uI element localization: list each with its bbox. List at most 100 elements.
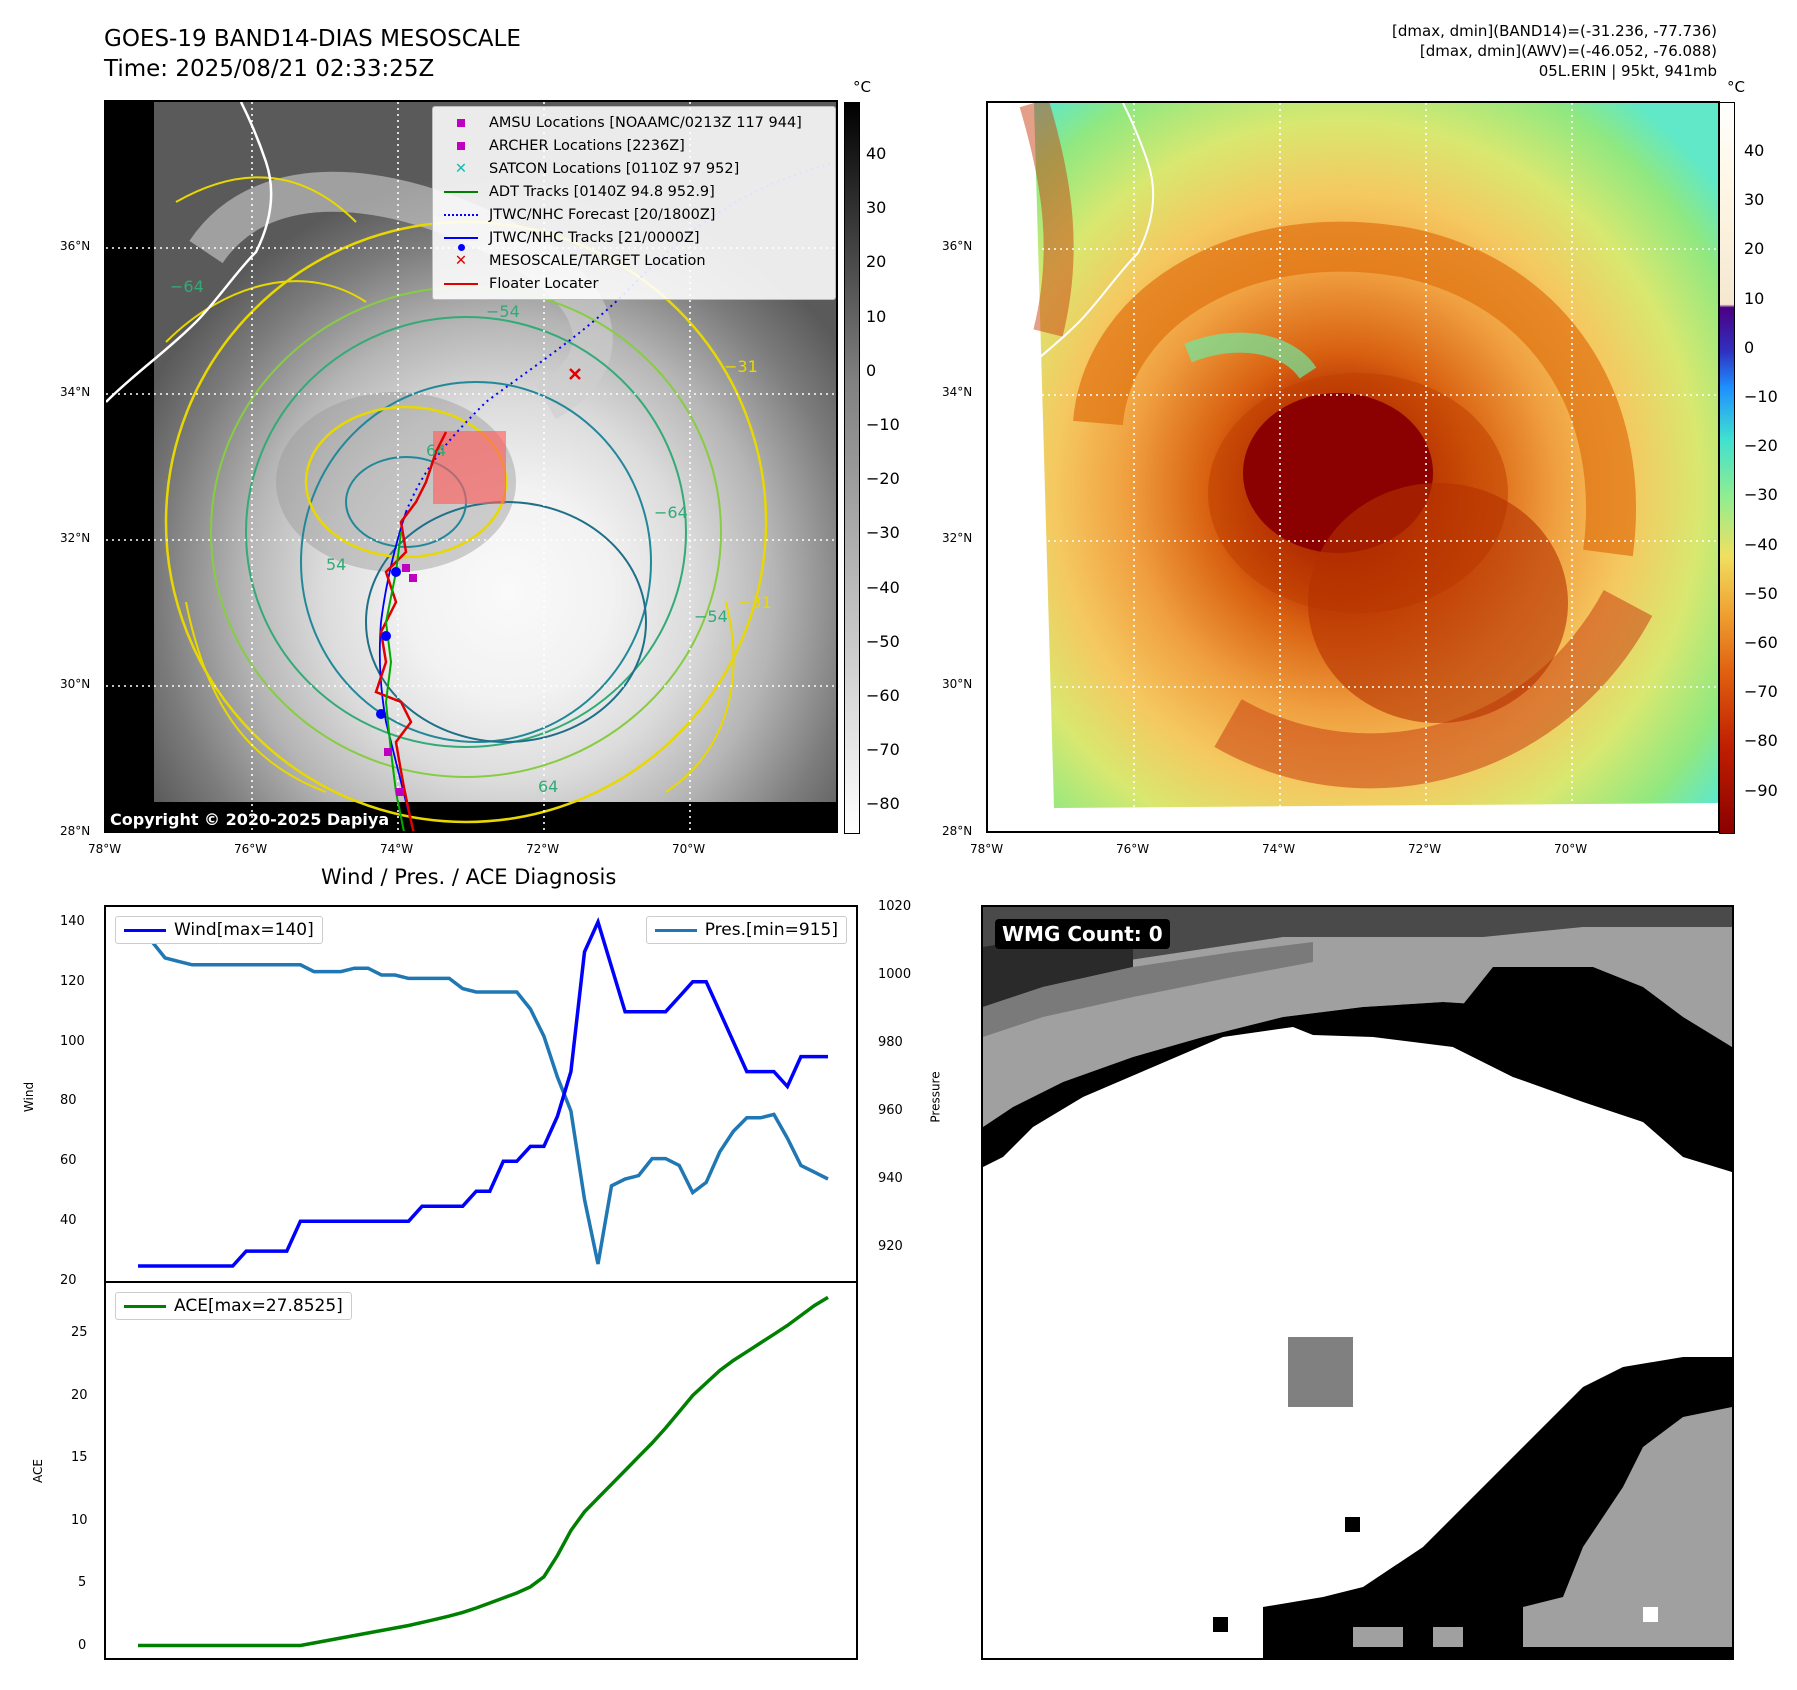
wind-tick-label: 80 (60, 1093, 77, 1109)
colorbar-left-tick: −80 (866, 794, 900, 814)
colorbar-right-tick: −30 (1744, 485, 1778, 505)
map-left-lat-label: 36°N (60, 239, 91, 253)
ace-chart (138, 1295, 829, 1648)
legend-adt: ADT Tracks [0140Z 94.8 952.9] (441, 180, 827, 203)
map-right-lat-label: 30°N (942, 677, 973, 691)
info-storm: 05L.ERIN | 95kt, 941mb (1538, 62, 1717, 80)
colorbar-right-tick: 20 (1744, 239, 1765, 259)
legend-floater: Floater Locater (441, 272, 827, 295)
contour-label: 64 (538, 777, 558, 796)
map-left-lon-label: 70°W (672, 842, 706, 856)
wind-axis-label: Wind (22, 1081, 37, 1113)
x-marker-icon: ✕ (454, 252, 468, 269)
copyright-label: Copyright © 2020-2025 Dapiya (110, 810, 390, 829)
wind-tick-label: 120 (60, 973, 85, 989)
colorbar-left-tick: −10 (866, 415, 900, 434)
colorbar-right (1719, 102, 1735, 834)
contour-label: −54 (694, 607, 728, 626)
colorbar-right-tick: −90 (1744, 780, 1778, 800)
pres-tick-label: 1020 (878, 899, 912, 914)
legend-forecast: JTWC/NHC Forecast [20/1800Z] (441, 203, 827, 226)
wmg-count-badge: WMG Count: 0 (995, 919, 1170, 949)
info-awv: [dmax, dmin](AWV)=(-46.052, -76.088) (1419, 42, 1717, 60)
wind-tick-label: 20 (60, 1273, 77, 1288)
wind-series-line (138, 917, 828, 1268)
map-left-lon-label: 72°W (526, 842, 560, 856)
line-marker-icon (441, 282, 481, 285)
legend-satcon: ✕ SATCON Locations [0110Z 97 952] (441, 157, 827, 180)
contour-label: 64 (426, 441, 446, 460)
contour-label: −64 (170, 277, 204, 296)
wind-legend: Wind[max=140] (115, 916, 323, 944)
ace-legend: ACE[max=27.8525] (115, 1292, 352, 1320)
main-timestamp: Time: 2025/08/21 02:33:25Z (104, 56, 435, 82)
colorbar-left-tick: 30 (866, 198, 887, 218)
colorbar-left-tick: 40 (866, 144, 887, 163)
ace-tick-label: 10 (71, 1512, 88, 1528)
colorbar-left-tick: 10 (866, 306, 887, 326)
colorbar-right-tick: −50 (1744, 583, 1778, 603)
colorbar-right-tick: −60 (1744, 633, 1778, 652)
map-left-lon-label: 78°W (88, 842, 122, 856)
map-right-lat-label: 34°N (942, 385, 973, 399)
map-right-lat-label: 28°N (942, 824, 973, 838)
colorbar-right-tick: −70 (1744, 682, 1778, 702)
dotted-line-icon (441, 213, 481, 216)
square-marker-icon (441, 141, 481, 150)
colorbar-left-tick: −20 (866, 469, 900, 489)
colorbar-right-tick: 10 (1744, 288, 1765, 308)
map-left-lat-label: 28°N (60, 824, 91, 838)
map-left-lat-label: 30°N (60, 677, 91, 691)
legend-tracks: JTWC/NHC Tracks [21/0000Z] (441, 226, 827, 251)
ace-series-line (138, 1295, 829, 1648)
colorbar-left-tick: −70 (866, 740, 900, 760)
colorbar-right-tick: 0 (1744, 337, 1755, 357)
contour-label: −54 (486, 302, 520, 321)
pres-tick-label: 960 (878, 1103, 903, 1118)
awv-map-image (988, 103, 1718, 831)
square-marker-icon (441, 118, 481, 127)
legend-amsu: AMSU Locations [NOAAMC/0213Z 117 944] (441, 111, 827, 134)
colorbar-right-tick: −10 (1744, 387, 1778, 406)
ace-axis-label: ACE (30, 1459, 45, 1483)
pres-tick-label: 980 (878, 1035, 903, 1050)
awv-map (986, 101, 1720, 833)
colorbar-left (844, 102, 860, 834)
band14-map: −54 −31 64 −64 −54 −31 54 −64 64 Copyrig… (104, 100, 838, 833)
map-right-lon-label: 74°W (1262, 842, 1296, 856)
pres-tick-label: 920 (878, 1239, 903, 1254)
wind-tick-label: 40 (60, 1213, 77, 1229)
colorbar-right-tick: −40 (1744, 534, 1778, 554)
pres-line-icon (654, 928, 697, 932)
wind-tick-label: 140 (60, 913, 85, 929)
dot-line-icon (441, 236, 481, 251)
map-right-lon-label: 78°W (970, 842, 1004, 856)
colorbar-unit-left: °C (853, 78, 871, 96)
colorbar-left-tick: −50 (866, 631, 900, 651)
main-title: GOES-19 BAND14-DIAS MESOSCALE (104, 26, 521, 52)
map-right-lat-label: 36°N (942, 239, 973, 253)
colorbar-left-tick: 0 (866, 360, 877, 380)
colorbar-left-tick: −60 (866, 686, 900, 705)
colorbar-left-tick: −30 (866, 523, 900, 543)
ace-tick-label: 25 (71, 1325, 88, 1340)
ace-tick-label: 20 (71, 1387, 88, 1403)
map-left-lat-label: 34°N (60, 385, 91, 399)
ace-line-icon (124, 1304, 166, 1308)
pres-tick-label: 940 (878, 1171, 903, 1186)
legend-archer: ARCHER Locations [2236Z] (441, 134, 827, 157)
line-marker-icon (441, 190, 481, 193)
colorbar-right-tick: −80 (1744, 731, 1778, 751)
contour-label: −31 (724, 357, 758, 376)
wind-pres-panel: Wind[max=140] Pres.[min=915] (104, 905, 858, 1283)
colorbar-left-tick: 20 (866, 252, 887, 272)
map-left-lat-label: 32°N (60, 531, 91, 545)
colorbar-right-tick: 30 (1744, 190, 1765, 210)
wmg-image (983, 907, 1732, 1658)
map-right-lon-label: 76°W (1116, 842, 1150, 856)
map-legend: AMSU Locations [NOAAMC/0213Z 117 944] AR… (432, 106, 836, 300)
map-right-lon-label: 70°W (1554, 842, 1588, 856)
map-right-lon-label: 72°W (1408, 842, 1442, 856)
pres-legend: Pres.[min=915] (645, 916, 847, 944)
info-band14: [dmax, dmin](BAND14)=(-31.236, -77.736) (1392, 22, 1717, 40)
